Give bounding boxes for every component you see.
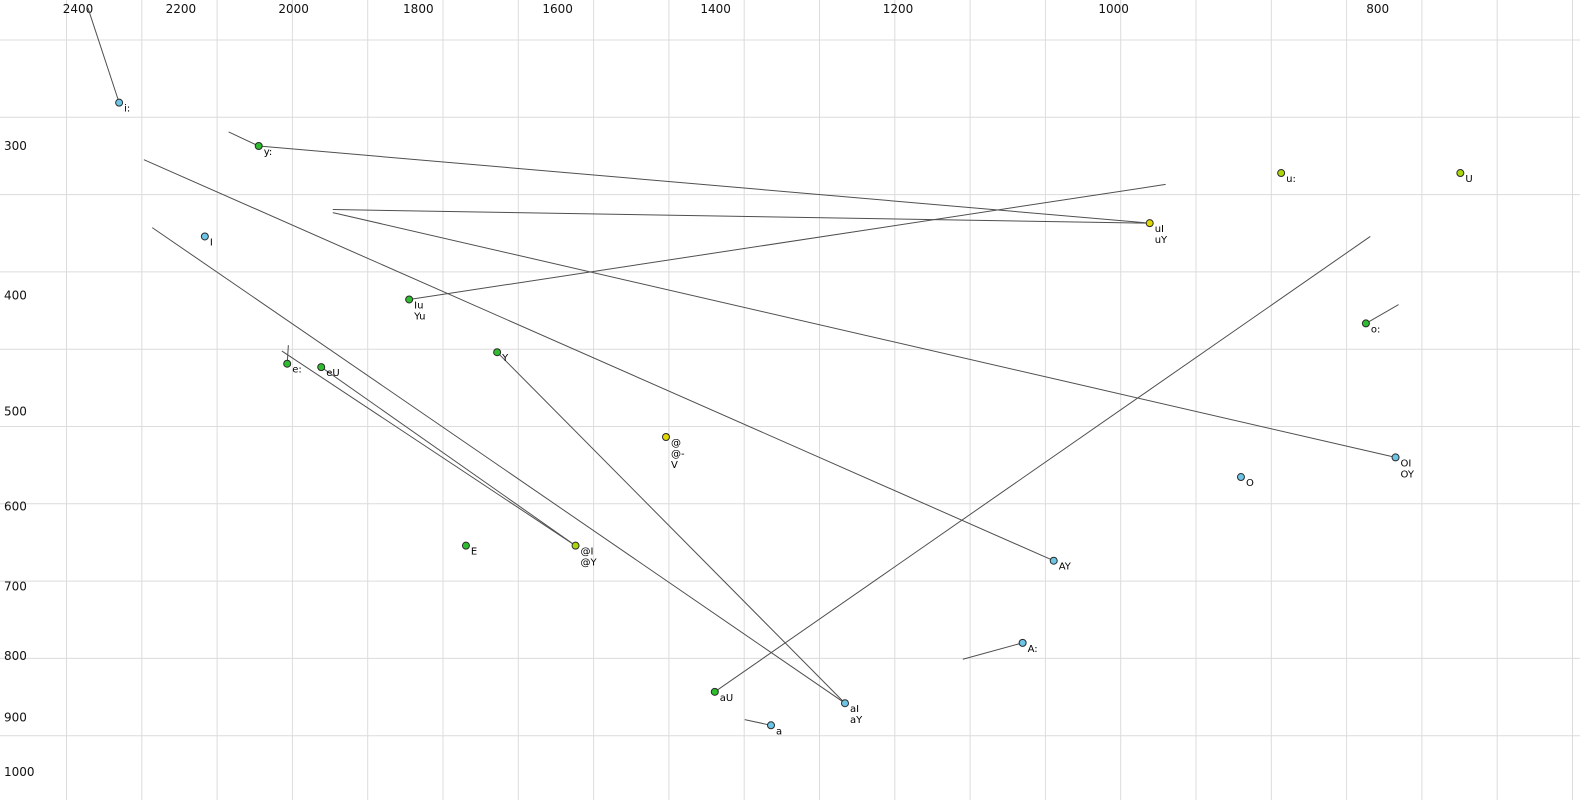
trajectory-line-AY	[143, 159, 1054, 562]
trajectory-line-uI	[332, 209, 1150, 224]
vowel-label-@Y: @Y	[581, 558, 598, 569]
y-tick-label: 900	[4, 710, 27, 724]
trajectory-line-aY	[496, 351, 846, 704]
vowel-point-e:	[283, 359, 292, 368]
vowel-label-uY: uY	[1155, 235, 1168, 246]
vowel-label-i:: i:	[124, 104, 130, 115]
vowel-label-u:: u:	[1286, 174, 1296, 185]
vowel-point-Y	[493, 348, 502, 357]
vowel-label-AY: AY	[1059, 562, 1072, 573]
trajectory-line-OI	[332, 212, 1396, 458]
vowel-point-@	[661, 433, 670, 442]
vowel-point-AY	[1049, 556, 1058, 565]
vowel-label-I: I	[210, 237, 213, 248]
vowel-point-eU	[317, 363, 326, 372]
vowel-label-@-: @-	[671, 449, 685, 460]
vowel-point-I	[200, 232, 209, 241]
y-tick-label: 300	[4, 139, 27, 153]
vowel-point-y:	[254, 142, 263, 150]
vowel-point-U	[1456, 169, 1465, 178]
vowel-label-o:: o:	[1371, 324, 1381, 335]
vowel-point-i:	[115, 98, 124, 107]
y-tick-label: 700	[4, 580, 27, 594]
trajectory-line-atY	[281, 350, 576, 547]
y-tick-label: 500	[4, 405, 27, 419]
vowel-label-E: E	[471, 547, 477, 558]
vowel-point-aI	[840, 699, 849, 708]
x-tick-label: 1400	[700, 2, 731, 16]
y-tick-label: 1000	[4, 765, 35, 779]
vowel-point-E	[461, 541, 470, 550]
vowel-label-aI: aI	[850, 704, 859, 715]
trajectory-line-aU	[714, 236, 1371, 693]
trajectory-line-o-onglide	[1365, 304, 1399, 324]
trajectory-line-a-onglide	[744, 719, 772, 726]
vowel-point-a	[766, 721, 775, 730]
vowel-label-uI: uI	[1155, 224, 1164, 235]
vowel-point-OI	[1391, 453, 1400, 462]
x-tick-label: 1000	[1098, 2, 1129, 16]
trajectory-line-atI	[320, 366, 576, 547]
vowel-label-O: O	[1246, 478, 1254, 489]
vowel-label-A:: A:	[1028, 644, 1038, 655]
x-tick-label: 800	[1366, 2, 1389, 16]
vowel-label-OY: OY	[1401, 469, 1415, 480]
vowel-point-A:	[1018, 638, 1027, 647]
vowel-point-Iu	[405, 295, 414, 304]
trajectory-line-aI	[151, 227, 846, 704]
vowel-label-Iu: Iu	[414, 300, 423, 311]
vowel-label-OI: OI	[1401, 458, 1412, 469]
trajectory-line-A-onglide	[962, 642, 1023, 660]
vowel-point-uI	[1145, 219, 1154, 228]
vowel-label-U: U	[1465, 174, 1472, 185]
y-tick-label: 400	[4, 289, 27, 303]
x-tick-label: 2000	[278, 2, 309, 16]
vowel-label-Y: Y	[501, 353, 509, 364]
vowel-point-o:	[1361, 319, 1370, 328]
vowel-point-aU	[710, 687, 719, 696]
vowel-label-aU: aU	[720, 693, 733, 704]
vowel-label-@: @	[671, 438, 681, 449]
x-tick-label: 1600	[542, 2, 573, 16]
vowel-label-y:: y:	[264, 147, 273, 158]
trajectory-line-y-onglide	[228, 131, 259, 147]
trajectory-line-i-onglide	[87, 7, 120, 103]
x-tick-label: 1800	[403, 2, 434, 16]
x-tick-label: 1200	[883, 2, 914, 16]
vowel-label-Yu: Yu	[413, 311, 425, 322]
vowel-point-O	[1236, 473, 1245, 482]
vowel-point-@I	[571, 541, 580, 550]
trajectory-line-Iu	[409, 183, 1166, 300]
x-tick-label: 2400	[63, 2, 94, 16]
vowel-label-aY: aY	[850, 715, 863, 726]
trajectory-line-uY	[258, 145, 1150, 224]
vowel-label-@I: @I	[581, 547, 594, 558]
vowel-label-e:: e:	[292, 365, 302, 376]
vowel-label-V: V	[671, 460, 678, 471]
x-tick-label: 2200	[166, 2, 197, 16]
y-tick-label: 600	[4, 499, 27, 513]
y-tick-label: 800	[4, 649, 27, 663]
vowel-label-eU: eU	[326, 368, 339, 379]
vowel-label-a: a	[776, 726, 782, 737]
vowel-point-u:	[1277, 169, 1286, 178]
